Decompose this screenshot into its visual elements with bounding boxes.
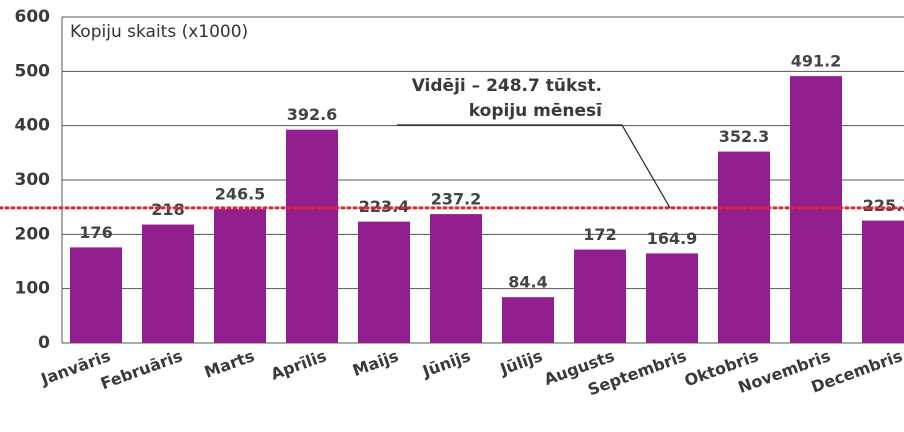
bar — [790, 76, 842, 343]
x-tick-label: Jūnijs — [419, 346, 473, 381]
y-tick-label: 400 — [15, 116, 51, 136]
x-tick-label: Marts — [202, 346, 257, 382]
bar — [286, 129, 338, 343]
value-label: 392.6 — [287, 105, 338, 124]
y-tick-label: 500 — [15, 61, 51, 81]
bar — [142, 224, 194, 343]
annotation: Vidēji – 248.7 tūkst. — [412, 76, 602, 96]
bar — [574, 249, 626, 343]
y-tick-label: 300 — [15, 170, 51, 190]
bar — [430, 214, 482, 343]
annotation: kopiju mēnesī — [469, 101, 602, 121]
value-label: 84.4 — [508, 273, 547, 292]
bar — [214, 209, 266, 343]
y-tick-label: 100 — [15, 279, 51, 299]
value-label: 172 — [583, 225, 616, 244]
x-tick-label: Maijs — [350, 346, 401, 380]
bar — [358, 221, 410, 343]
annotation-leader — [397, 124, 671, 209]
x-tick-label: Aprīlis — [268, 346, 329, 384]
y-tick-label: 0 — [38, 333, 50, 353]
bar — [502, 297, 554, 343]
value-label: 218 — [151, 200, 184, 219]
x-tick-label: Februāris — [98, 346, 185, 393]
value-label: 237.2 — [431, 190, 482, 209]
y-tick-label: 600 — [15, 7, 51, 27]
value-label: 246.5 — [215, 185, 266, 204]
value-label: 491.2 — [791, 52, 842, 71]
x-tick-label: Jūlijs — [497, 346, 545, 379]
y-tick-label: 200 — [15, 224, 51, 244]
bar — [70, 247, 122, 343]
value-label: 352.3 — [719, 127, 770, 146]
value-label: 225.3 — [863, 196, 904, 215]
y-axis-label: Kopiju skaits (x1000) — [70, 22, 248, 42]
value-label: 176 — [79, 223, 112, 242]
bar — [862, 220, 904, 343]
value-label: 164.9 — [647, 229, 698, 248]
bar — [646, 253, 698, 343]
bar — [718, 151, 770, 343]
